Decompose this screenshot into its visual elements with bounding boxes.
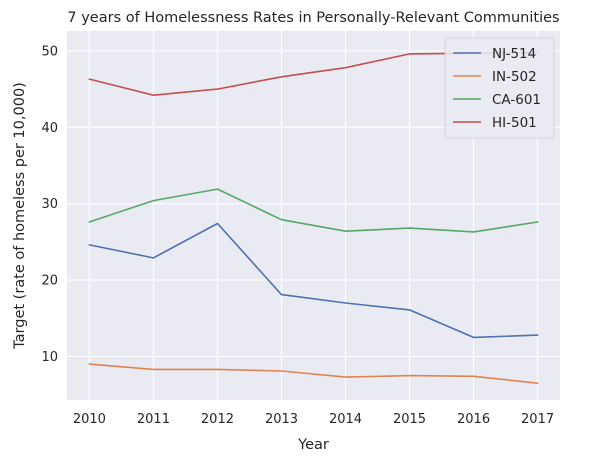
x-tick-label: 2014: [329, 412, 362, 427]
x-axis-label: Year: [297, 437, 329, 453]
legend-entry: IN-502: [492, 69, 537, 85]
legend-entry: CA-601: [492, 92, 541, 108]
x-tick-label: 2012: [201, 412, 234, 427]
y-tick-label: 20: [41, 274, 58, 289]
chart-title: 7 years of Homelessness Rates in Persona…: [67, 10, 559, 26]
series-line-nj-514: [88, 222, 539, 339]
series-line-ca-601: [88, 188, 539, 233]
legend-box: [444, 37, 555, 139]
x-tick-label: 2011: [137, 412, 170, 427]
x-tick-label: 2015: [393, 412, 426, 427]
tick-labels: 2010 2011 2012 2013 2014 2015 2016 2017 10 20 30 40…: [41, 44, 554, 427]
y-axis-label: Target (rate of homeless per 10,000): [12, 82, 28, 350]
legend-entry: HI-501: [492, 115, 537, 131]
x-tick-label: 2010: [73, 412, 106, 427]
y-tick-label: 50: [41, 44, 58, 59]
x-tick-label: 2013: [265, 412, 298, 427]
y-tick-label: 40: [41, 121, 58, 136]
x-tick-label: 2017: [521, 412, 554, 427]
legend-entry: NJ-514: [492, 46, 536, 62]
legend: NJ-514 IN-502 CA-601 HI-501: [444, 37, 555, 139]
series-line-in-502: [88, 363, 539, 385]
y-tick-label: 30: [41, 197, 58, 212]
x-tick-label: 2016: [457, 412, 490, 427]
y-tick-label: 10: [41, 350, 58, 365]
